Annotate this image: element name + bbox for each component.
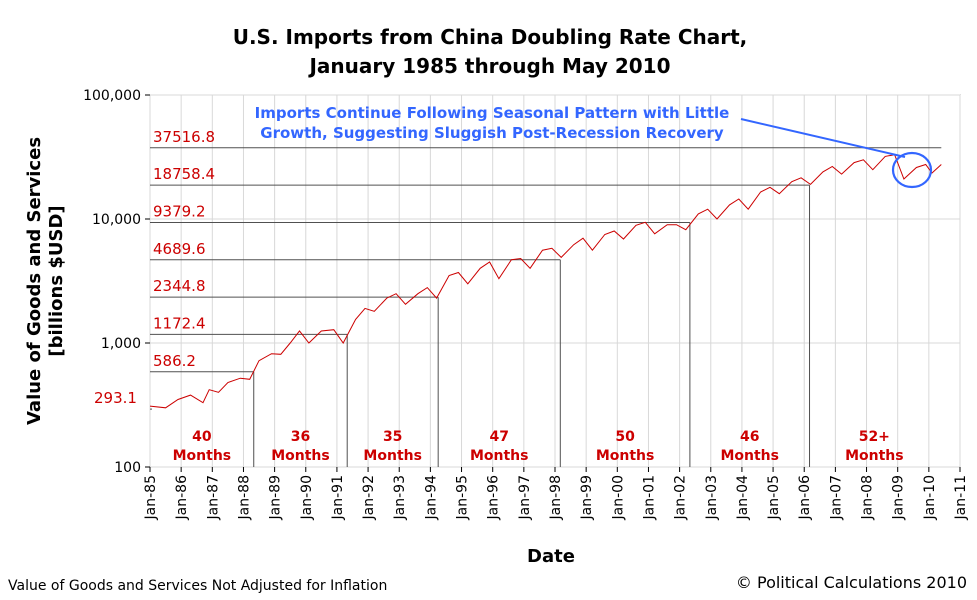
x-tick-label: Jan-92 [361,475,377,520]
period-unit: Months [363,448,422,464]
x-tick-label: Jan-96 [486,475,502,521]
y-tick-label: 100,000 [83,88,141,104]
x-tick-label: Jan-06 [797,475,813,521]
period-unit: Months [596,448,655,464]
period-count: 35 [383,429,402,445]
x-tick-label: Jan-01 [641,475,657,520]
doubling-boundaries [253,185,811,467]
x-tick-label: Jan-03 [704,475,720,520]
x-tick-label: Jan-94 [423,475,439,521]
x-tick-label: Jan-11 [953,475,969,520]
annotation-pointer [740,118,906,158]
reference-label: 9379.2 [153,202,206,220]
x-tick-label: Jan-86 [174,475,190,521]
annotation-circle [891,151,933,189]
x-tick-label: Jan-07 [828,475,844,520]
period-count: 46 [740,429,759,445]
period-count: 52+ [859,429,890,445]
x-tick-label: Jan-10 [922,475,938,520]
reference-label: 37516.8 [153,128,215,146]
y-axis-label: Value of Goods and Services [24,137,45,425]
x-tick-label: Jan-99 [579,475,595,520]
credit: © Political Calculations 2010 [736,573,967,592]
gridlines [149,94,961,468]
annotation-line-1: Imports Continue Following Seasonal Patt… [255,104,730,122]
series-line-imports [149,154,942,409]
x-axis-ticks: Jan-85 Jan-86 Jan-87 Jan-88 Jan-89 Jan-90 Jan-… [143,467,969,520]
x-axis-label: Date [527,546,575,567]
footnote: Value of Goods and Services Not Adjusted… [8,578,387,594]
period-unit: Months [271,448,330,464]
x-tick-label: Jan-08 [860,475,876,520]
period-unit: Months [173,448,232,464]
y-tick-label: 100 [114,460,141,476]
x-tick-label: Jan-87 [205,475,221,520]
x-tick-label: Jan-95 [455,475,471,520]
chart-subtitle: January 1985 through May 2010 [307,54,670,78]
y-tick-label: 1,000 [101,336,141,352]
x-tick-label: Jan-93 [392,475,408,520]
reference-label: 1172.4 [153,314,206,332]
reference-label: 18758.4 [153,165,215,183]
y-axis-ticks: 100 1,000 10,000 100,000 [83,88,150,476]
x-tick-label: Jan-97 [517,475,533,520]
x-tick-label: Jan-02 [673,475,689,520]
x-tick-label: Jan-09 [891,475,907,520]
y-axis-label-units: [billions $USD] [46,205,67,356]
reference-label: 293.1 [94,389,137,407]
period-count: 47 [489,429,508,445]
chart-title: U.S. Imports from China Doubling Rate Ch… [233,25,748,49]
x-tick-label: Jan-88 [236,475,252,520]
period-unit: Months [720,448,779,464]
x-tick-label: Jan-85 [143,475,159,520]
x-tick-label: Jan-91 [330,475,346,520]
y-tick-label: 10,000 [92,212,141,228]
x-tick-label: Jan-89 [268,475,284,520]
period-unit: Months [470,448,529,464]
period-unit: Months [845,448,904,464]
x-tick-label: Jan-04 [735,475,751,521]
annotation-line-2: Growth, Suggesting Sluggish Post-Recessi… [260,124,724,142]
x-tick-label: Jan-05 [766,475,782,520]
reference-label: 586.2 [153,352,196,370]
x-tick-label: Jan-98 [548,475,564,520]
reference-label: 4689.6 [153,240,206,258]
x-tick-label: Jan-00 [610,475,626,520]
period-count: 50 [615,429,635,445]
period-count: 40 [192,429,212,445]
period-count: 36 [291,429,310,445]
reference-lines [150,147,942,410]
reference-labels: 293.1 586.2 1172.4 2344.8 4689.6 9379.2 18758.… [94,128,215,407]
x-tick-label: Jan-90 [299,475,315,520]
reference-label: 2344.8 [153,277,206,295]
period-labels: 40 Months 36 Months 35 Months 47 Months 50 Months… [173,429,904,464]
